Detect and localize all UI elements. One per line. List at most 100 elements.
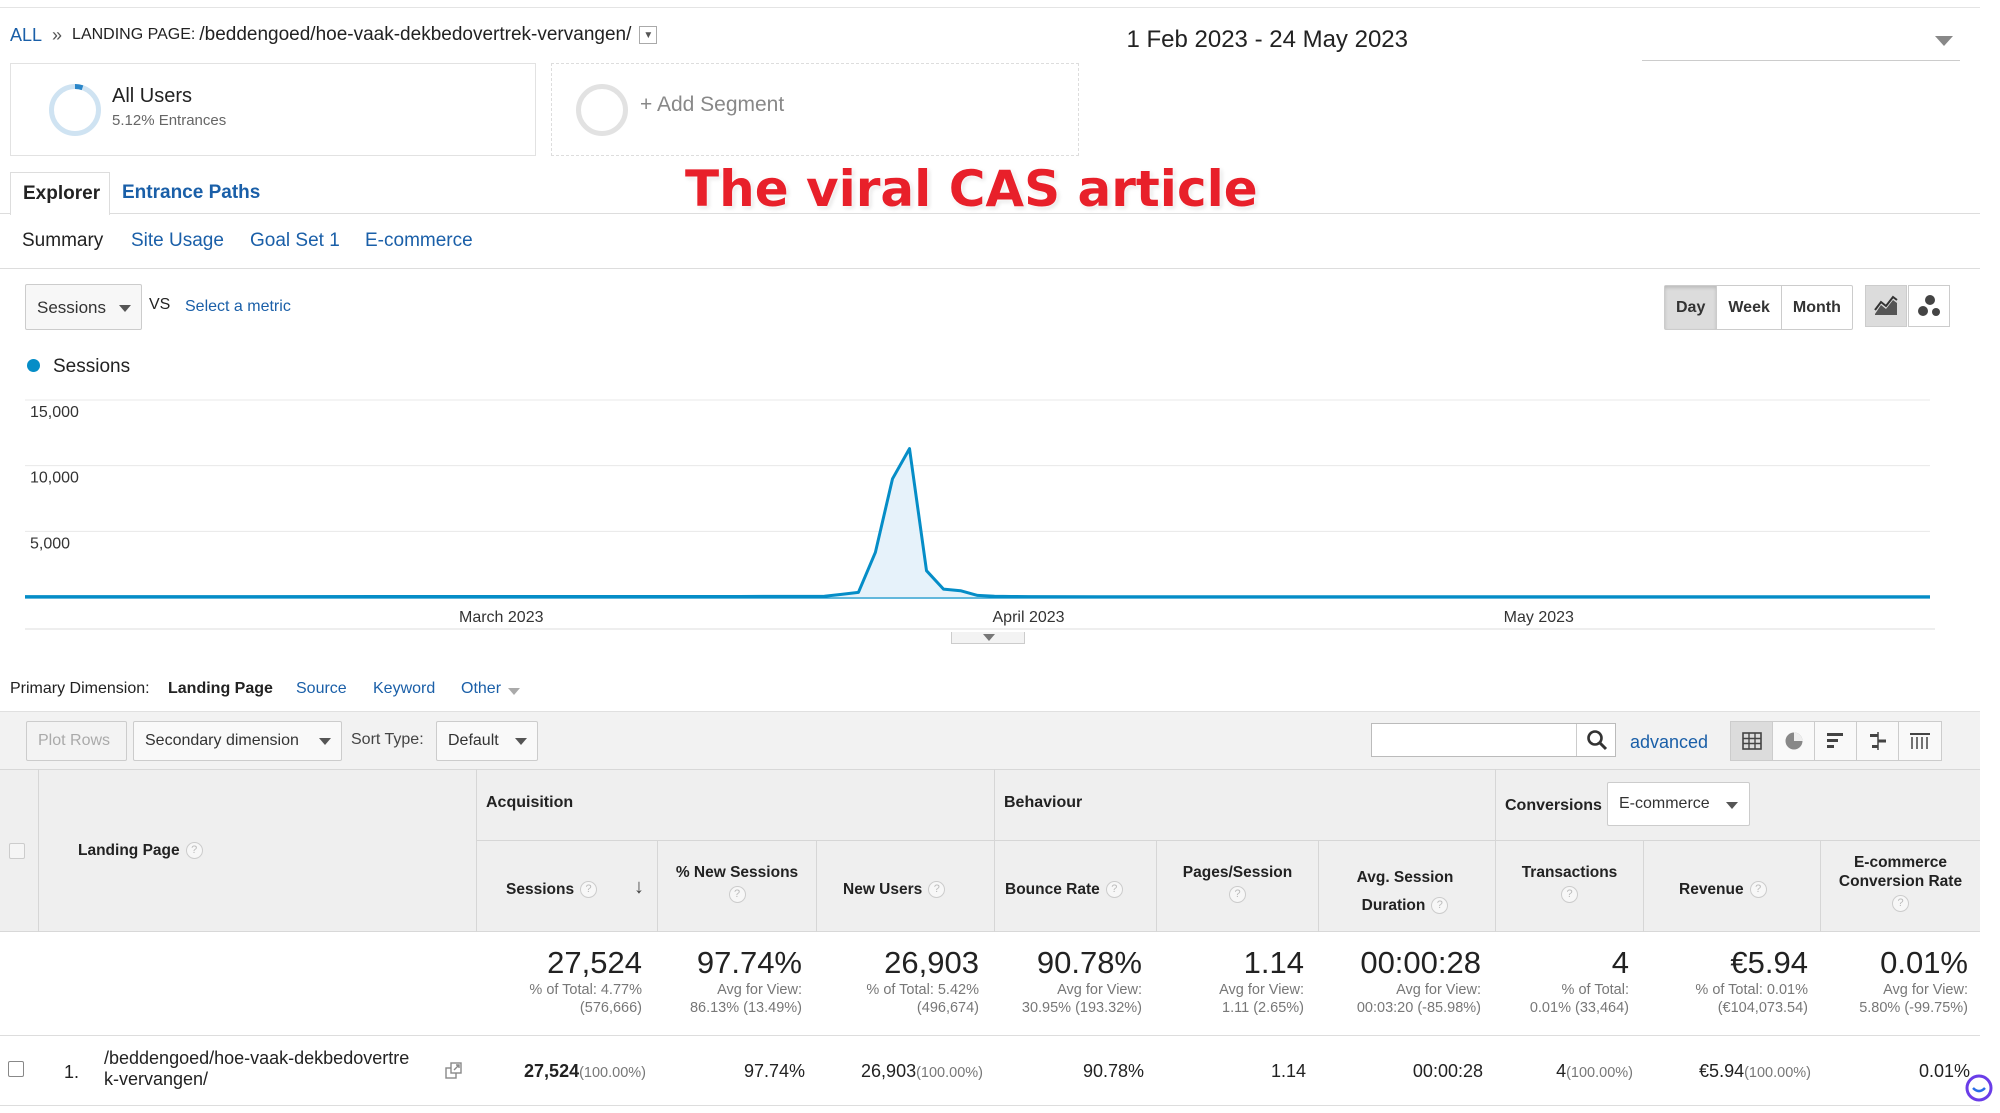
total-bounce-rate-sub2: 30.95% (193.32%) (1021, 1000, 1142, 1016)
segment-all-users[interactable]: All Users 5.12% Entrances (10, 63, 536, 156)
chat-assistant-icon[interactable] (1964, 1073, 1994, 1103)
sort-desc-arrow-icon[interactable]: ↓ (634, 876, 644, 898)
row-transactions: 4(100.00%) (1495, 1061, 1633, 1082)
open-page-external-icon[interactable] (445, 1062, 463, 1080)
row-sessions: 27,524(100.00%) (476, 1061, 646, 1082)
help-icon[interactable]: ? (1431, 897, 1449, 915)
col-transactions[interactable]: Transactions? (1496, 864, 1643, 903)
conversions-type-select[interactable]: E-commerce (1607, 782, 1750, 826)
total-pages-session-value: 1.14 (1243, 945, 1304, 980)
total-new-sessions-sub1: Avg for View: (717, 982, 802, 998)
col-revenue[interactable]: Revenue? (1679, 881, 1767, 899)
table-view-icon[interactable] (1731, 722, 1773, 760)
total-new-users: 26,903 % of Total: 5.42% (496,674) (816, 945, 979, 1017)
col-new-users[interactable]: New Users? (843, 881, 946, 899)
breadcrumb-dropdown-icon[interactable]: ▼ (639, 26, 658, 44)
metric-select-caret-icon (119, 305, 131, 312)
total-sessions-sub1: % of Total: 4.77% (529, 982, 642, 998)
col-sessions[interactable]: Sessions? (506, 881, 598, 899)
legend-label[interactable]: Sessions (53, 356, 131, 377)
help-icon[interactable]: ? (580, 881, 598, 899)
sort-type-select[interactable]: Default (436, 721, 538, 761)
total-revenue: €5.94 % of Total: 0.01% (€104,073.54) (1643, 945, 1808, 1017)
granularity-day-button[interactable]: Day (1665, 286, 1718, 329)
secondary-dimension-select[interactable]: Secondary dimension (133, 721, 342, 761)
subtab-ecommerce[interactable]: E-commerce (365, 230, 473, 251)
total-new-sessions-value: 97.74% (696, 945, 802, 980)
help-icon[interactable]: ? (1892, 895, 1909, 912)
col-ecom-rate[interactable]: E-commerce Conversion Rate? (1828, 853, 1973, 912)
breadcrumb-all-link[interactable]: ALL (10, 24, 43, 45)
total-pages-session-sub2: 1.11 (2.65%) (1222, 1000, 1304, 1016)
row-sessions-pct: (100.00%) (579, 1065, 646, 1081)
primary-dimension-source[interactable]: Source (296, 680, 347, 697)
primary-dimension-keyword[interactable]: Keyword (373, 680, 436, 697)
conversions-type-label: E-commerce (1619, 795, 1710, 812)
total-bounce-rate-sub1: Avg for View: (1057, 982, 1142, 998)
pie-view-icon[interactable] (1773, 722, 1815, 760)
y-tick-label: 5,000 (30, 535, 70, 552)
search-icon[interactable] (1576, 724, 1616, 756)
add-segment-button[interactable]: + Add Segment (640, 93, 785, 116)
row-new-users: 26,903(100.00%) (816, 1061, 983, 1082)
col-pages-session-label: Pages/Session (1182, 864, 1293, 881)
col-landing-page[interactable]: Landing Page? (78, 842, 203, 860)
select-metric-link[interactable]: Select a metric (185, 298, 291, 315)
total-avg-duration-sub2: 00:03:20 (-85.98%) (1356, 1000, 1481, 1016)
col-pages-session[interactable]: Pages/Session? (1157, 864, 1318, 903)
comparison-view-icon[interactable] (1857, 722, 1899, 760)
sessions-chart[interactable]: 15,000 10,000 5,000 March 2023 April 2023 May… (25, 385, 1955, 630)
granularity-month-button[interactable]: Month (1792, 299, 1841, 316)
totals-row (0, 932, 1980, 1036)
row-bounce-rate: 90.78% (1082, 1061, 1144, 1081)
advanced-filter-link[interactable]: advanced (1630, 732, 1709, 752)
collapse-caret-icon (983, 634, 995, 641)
help-icon[interactable]: ? (1229, 886, 1246, 903)
help-icon[interactable]: ? (1105, 881, 1123, 899)
subtab-summary[interactable]: Summary (22, 230, 104, 251)
tab-entrance-paths[interactable]: Entrance Paths (122, 182, 261, 203)
row-new-users-value: 26,903 (861, 1061, 917, 1081)
row-transactions-value: 4 (1556, 1061, 1567, 1081)
pivot-view-icon[interactable] (1899, 722, 1941, 760)
overlay-annotation-title: The viral CAS article (685, 160, 1258, 218)
performance-view-icon[interactable] (1815, 722, 1857, 760)
col-avg-duration[interactable]: Avg. Session Duration? (1335, 864, 1475, 920)
subtab-goal-set-1[interactable]: Goal Set 1 (250, 230, 340, 251)
help-icon[interactable]: ? (928, 881, 946, 899)
col-new-users-label: New Users (843, 881, 923, 898)
table-row[interactable] (0, 1036, 1980, 1106)
col-bounce-rate[interactable]: Bounce Rate? (1005, 881, 1123, 899)
group-behaviour: Behaviour (1004, 794, 1083, 811)
col-new-sessions[interactable]: % New Sessions? (658, 864, 816, 903)
select-all-checkbox[interactable] (9, 843, 25, 859)
metric-select[interactable]: Sessions (25, 284, 142, 330)
motion-chart-icon[interactable] (1908, 285, 1950, 327)
plot-rows-button[interactable]: Plot Rows (26, 721, 127, 761)
help-icon[interactable]: ? (1749, 881, 1767, 899)
line-chart-icon[interactable] (1865, 285, 1907, 327)
tab-explorer[interactable]: Explorer (10, 172, 110, 215)
other-caret-icon (508, 688, 520, 695)
group-acquisition: Acquisition (486, 794, 574, 811)
help-icon[interactable]: ? (1561, 886, 1578, 903)
total-transactions-value: 4 (1611, 945, 1629, 980)
date-range-caret-icon[interactable] (1935, 36, 1953, 46)
total-new-users-value: 26,903 (884, 945, 979, 980)
primary-dimension-other[interactable]: Other (461, 680, 502, 697)
sessions-line[interactable] (25, 447, 1930, 599)
granularity-week-button[interactable]: Week (1717, 286, 1782, 329)
row-sessions-value: 27,524 (524, 1061, 580, 1081)
help-icon[interactable]: ? (728, 886, 746, 903)
add-segment-box[interactable]: + Add Segment (551, 63, 1079, 156)
segment-title: All Users (112, 85, 193, 107)
date-range-picker[interactable]: 1 Feb 2023 - 24 May 2023 (1126, 26, 1408, 53)
row-landing-page-link[interactable]: /beddengoed/hoe-vaak-dekbedovertre k-ver… (104, 1048, 409, 1090)
row-checkbox[interactable] (8, 1061, 24, 1077)
total-ecom-rate: 0.01% Avg for View: 5.80% (-99.75%) (1820, 945, 1968, 1017)
view-type-group (1730, 721, 1942, 761)
chart-collapse-tab[interactable] (951, 632, 1025, 644)
help-icon[interactable]: ? (185, 842, 203, 860)
subtab-site-usage[interactable]: Site Usage (131, 230, 224, 251)
table-search-input[interactable] (1371, 723, 1616, 757)
